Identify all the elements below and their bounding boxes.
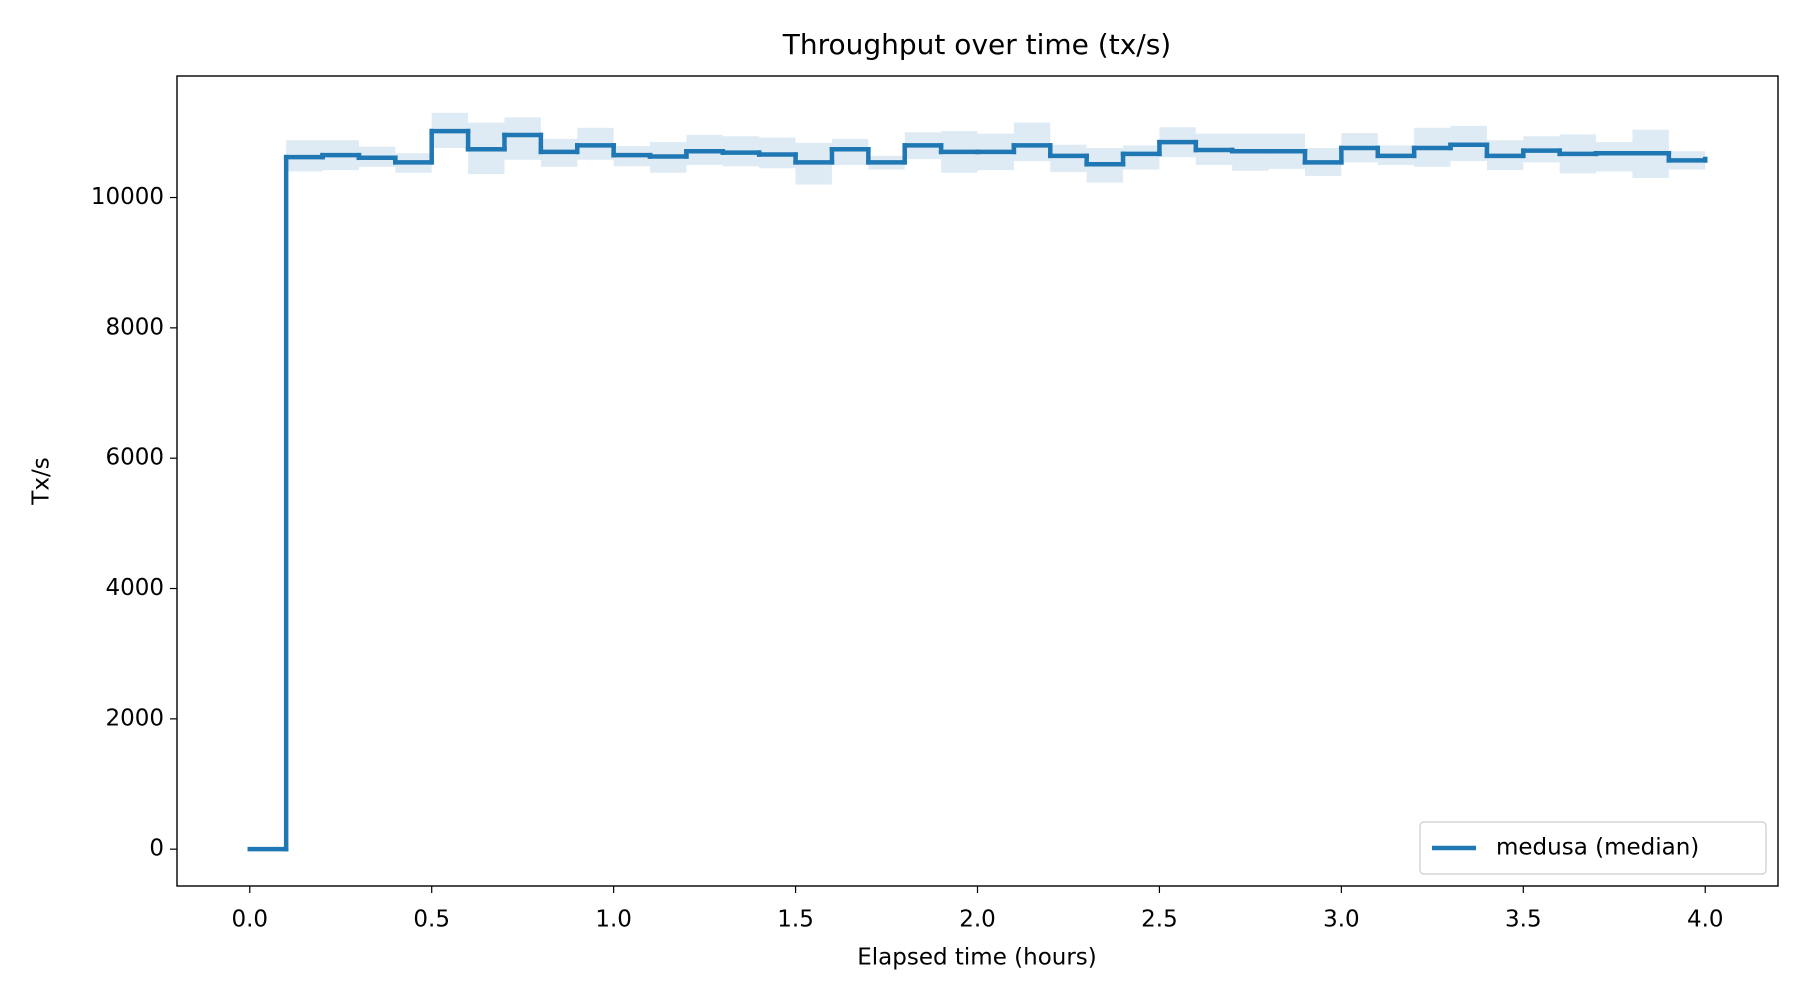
legend: medusa (median) xyxy=(1419,821,1767,875)
x-tick-label: 2.0 xyxy=(959,907,996,933)
y-tick-label: 0 xyxy=(149,836,164,862)
x-tick-label: 0.5 xyxy=(413,907,450,933)
x-tick-label: 1.5 xyxy=(777,907,814,933)
y-tick-label: 8000 xyxy=(105,314,164,340)
legend-box xyxy=(1419,821,1767,875)
confidence-band xyxy=(1123,145,1160,170)
plot-frame xyxy=(176,75,1779,887)
y-tick-label: 6000 xyxy=(105,445,164,471)
x-tick-label: 4.0 xyxy=(1687,907,1724,933)
confidence-band xyxy=(1013,122,1051,162)
confidence-band xyxy=(1596,142,1633,172)
y-axis-label: Tx/s xyxy=(29,457,55,505)
y-tick-label: 2000 xyxy=(105,705,164,731)
x-axis-label: Elapsed time (hours) xyxy=(857,945,1097,971)
x-tick-label: 3.0 xyxy=(1323,907,1360,933)
confidence-band xyxy=(504,117,541,160)
y-tick-label: 10000 xyxy=(91,184,164,210)
x-tick-label: 2.5 xyxy=(1141,907,1178,933)
confidence-band xyxy=(831,138,869,165)
y-tick-label: 4000 xyxy=(105,575,164,601)
chart-title: Throughput over time (tx/s) xyxy=(782,28,1171,61)
x-tick-label: 0.0 xyxy=(231,907,268,933)
x-tick-label: 1.0 xyxy=(595,907,632,933)
confidence-band xyxy=(1050,144,1087,173)
legend-label: medusa (median) xyxy=(1496,835,1699,861)
x-tick-label: 3.5 xyxy=(1505,907,1542,933)
